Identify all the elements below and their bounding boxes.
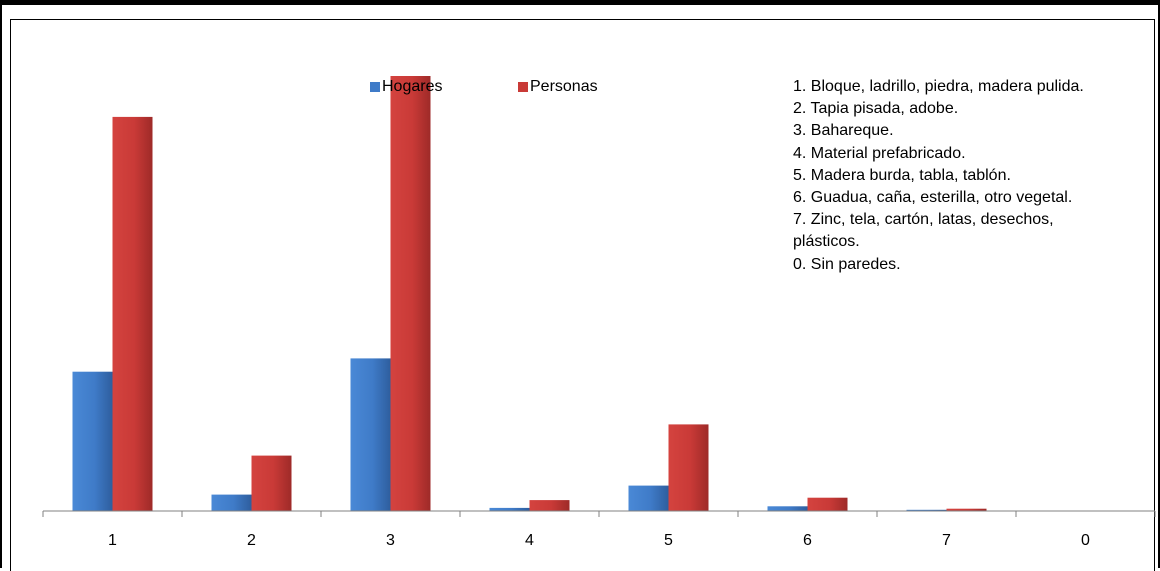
bar-personas-6: [807, 497, 848, 511]
note-line: 1. Bloque, ladrillo, piedra, madera puli…: [793, 78, 1084, 95]
x-tick-label: 7: [942, 532, 951, 549]
note-line: 6. Guadua, caña, esterilla, otro vegetal…: [793, 189, 1073, 207]
x-tick-label: 0: [1081, 532, 1090, 549]
legend-label-personas: Personas: [530, 78, 598, 95]
chart-area: [10, 19, 1155, 571]
note-line: 5. Madera burda, tabla, tablón.: [793, 166, 1011, 184]
x-tick-label: 6: [803, 532, 812, 549]
bar-personas-4: [529, 500, 570, 511]
x-tick-label: 5: [664, 532, 673, 549]
note-line: 7. Zinc, tela, cartón, latas, desechos,: [793, 211, 1054, 229]
legend-label-hogares: Hogares: [382, 78, 443, 95]
bar-hogares-2: [211, 494, 252, 511]
note-line: 0. Sin paredes.: [793, 255, 901, 273]
bar-personas-3: [390, 76, 431, 511]
legend-swatch-hogares: [370, 82, 380, 92]
bar-personas-7: [946, 508, 987, 511]
bar-hogares-7: [906, 509, 947, 511]
bars-group: [72, 76, 987, 512]
note-line: plásticos.: [793, 233, 860, 251]
x-axis-tick-labels: 1 2 3 4 5 6 7 0: [108, 532, 1090, 549]
x-tick-label: 1: [108, 532, 117, 549]
x-axis-ticks: [42, 511, 1156, 517]
material-legend-note: 1. Bloque, ladrillo, piedra, madera puli…: [793, 76, 1084, 276]
bar-hogares-5: [628, 485, 669, 511]
bar-personas-5: [668, 424, 709, 511]
note-line: 3. Bahareque.: [793, 122, 894, 140]
bar-hogares-3: [350, 358, 391, 511]
note-line: 2. Tapia pisada, adobe.: [793, 100, 959, 118]
x-tick-label: 3: [386, 532, 395, 549]
legend-swatch-personas: [518, 82, 528, 92]
bar-hogares-6: [767, 506, 808, 511]
bar-personas-2: [251, 455, 292, 511]
x-tick-label: 2: [247, 532, 256, 549]
note-line: 4. Material prefabricado.: [793, 144, 966, 162]
bar-hogares-1: [72, 371, 113, 511]
x-tick-label: 4: [525, 532, 534, 549]
legend-item-personas: Personas: [518, 78, 598, 96]
bar-personas-1: [112, 116, 153, 512]
legend-item-hogares: Hogares: [370, 78, 442, 96]
bar-hogares-4: [489, 507, 530, 511]
